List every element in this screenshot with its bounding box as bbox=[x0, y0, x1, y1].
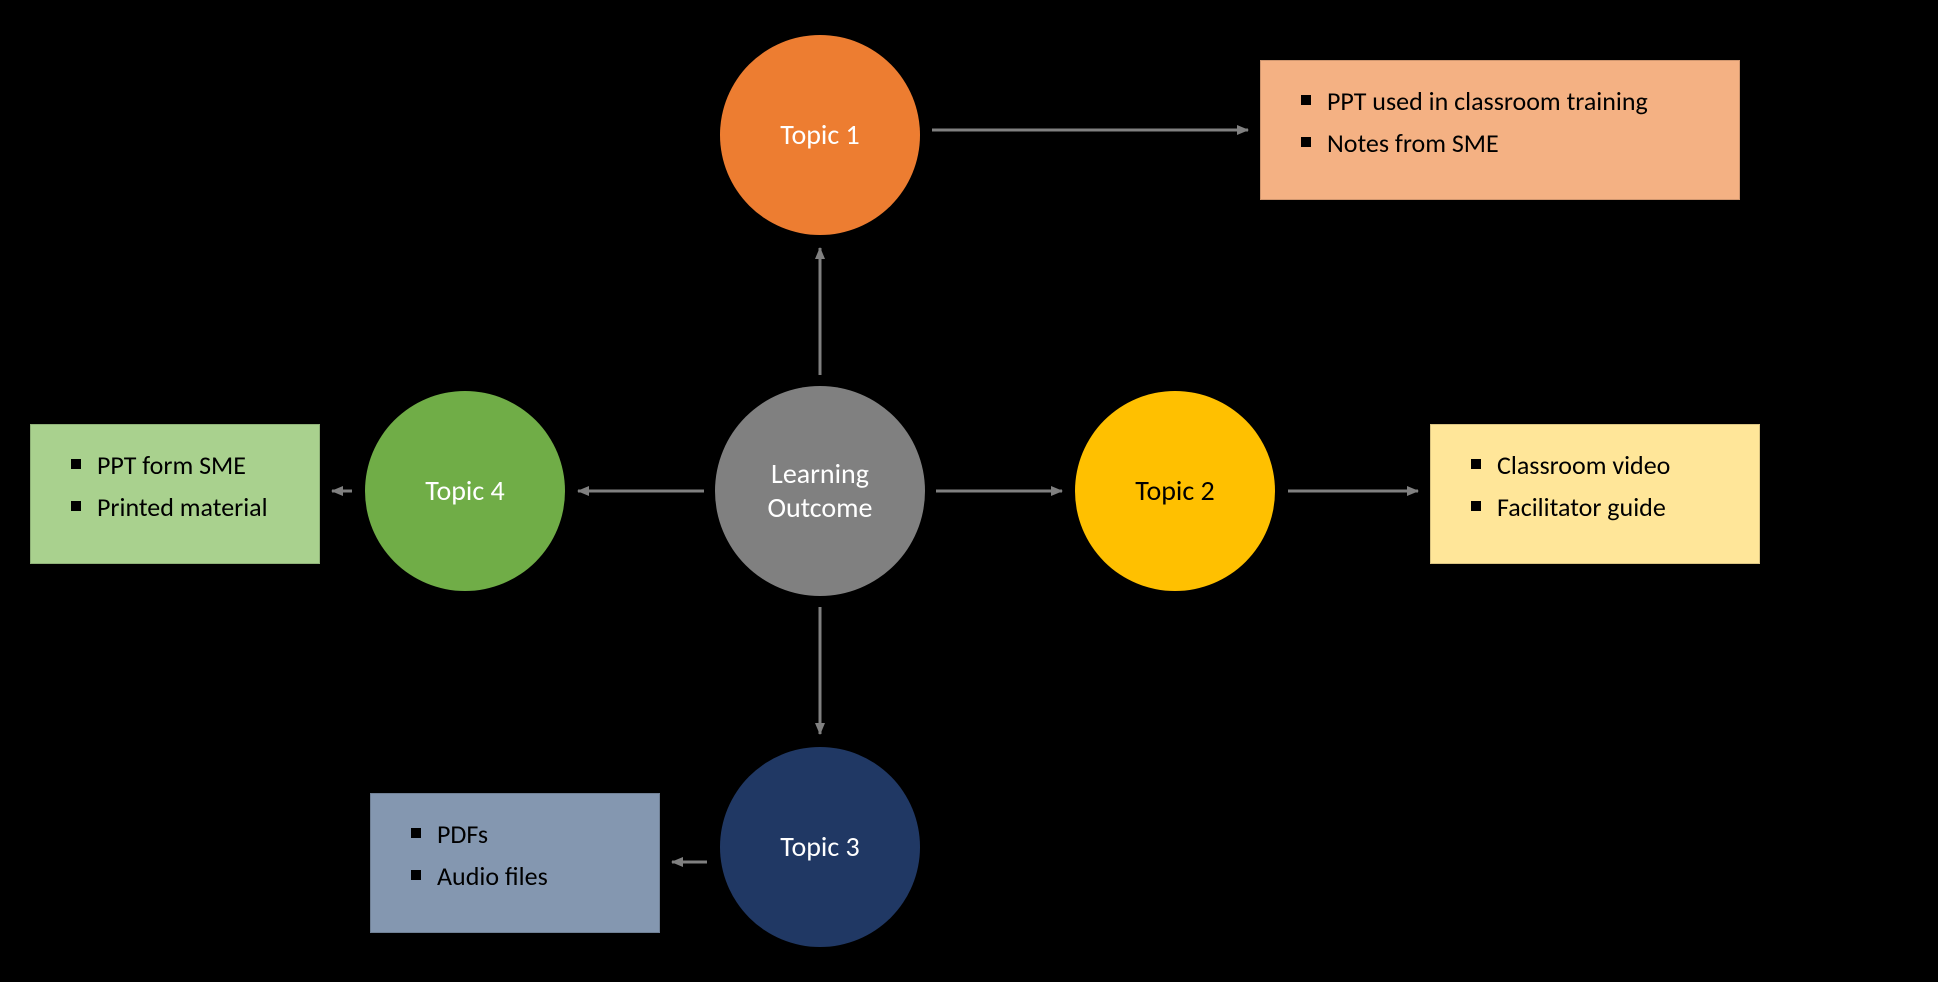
resource-list-3: PDFs Audio files bbox=[411, 814, 629, 897]
resource-item: Facilitator guide bbox=[1471, 487, 1729, 529]
resource-item: Printed material bbox=[71, 487, 289, 529]
resource-panel-3: PDFs Audio files bbox=[370, 793, 660, 933]
resource-list-2: Classroom video Facilitator guide bbox=[1471, 445, 1729, 528]
resource-item: Classroom video bbox=[1471, 445, 1729, 487]
center-node-label: LearningOutcome bbox=[768, 457, 873, 524]
topic-node-3-label: Topic 3 bbox=[780, 830, 859, 864]
resource-item: PDFs bbox=[411, 814, 629, 856]
resource-panel-2: Classroom video Facilitator guide bbox=[1430, 424, 1760, 564]
resource-list-4: PPT form SME Printed material bbox=[71, 445, 289, 528]
resource-item: Audio files bbox=[411, 856, 629, 898]
learning-outcome-diagram: LearningOutcome Topic 1 Topic 2 Topic 3 … bbox=[0, 0, 1938, 982]
resource-panel-1: PPT used in classroom training Notes fro… bbox=[1260, 60, 1740, 200]
topic-node-1: Topic 1 bbox=[720, 35, 920, 235]
topic-node-4-label: Topic 4 bbox=[425, 474, 504, 508]
topic-node-2: Topic 2 bbox=[1075, 391, 1275, 591]
topic-node-1-label: Topic 1 bbox=[780, 118, 859, 152]
resource-panel-4: PPT form SME Printed material bbox=[30, 424, 320, 564]
resource-item: PPT used in classroom training bbox=[1301, 81, 1709, 123]
center-node-learning-outcome: LearningOutcome bbox=[715, 386, 925, 596]
resource-list-1: PPT used in classroom training Notes fro… bbox=[1301, 81, 1709, 164]
topic-node-4: Topic 4 bbox=[365, 391, 565, 591]
resource-item: Notes from SME bbox=[1301, 123, 1709, 165]
topic-node-3: Topic 3 bbox=[720, 747, 920, 947]
topic-node-2-label: Topic 2 bbox=[1135, 474, 1214, 508]
resource-item: PPT form SME bbox=[71, 445, 289, 487]
